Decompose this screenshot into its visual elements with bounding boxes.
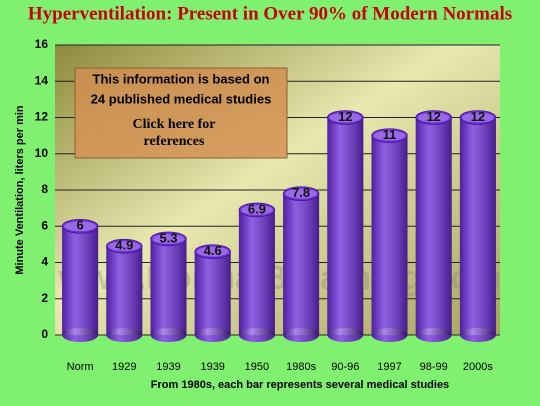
bar-top-highlight (285, 188, 318, 199)
bar-top-highlight (64, 221, 97, 232)
x-tick-label: 98-99 (420, 361, 448, 373)
annotation-text: 24 published medical studies (91, 91, 272, 106)
value-label: 12 (426, 109, 440, 124)
value-label: 4.9 (115, 238, 133, 253)
y-tick-label: 14 (35, 73, 49, 87)
bar-shade (106, 246, 143, 335)
x-tick-label: 1950 (245, 361, 269, 373)
chart-title: Hyperventilation: Present in Over 90% of… (28, 3, 512, 24)
bar-shade (62, 226, 99, 335)
annotation-text: This information is based on (93, 71, 270, 86)
bar-top (106, 238, 143, 254)
value-label: 6 (76, 218, 83, 233)
bar-base-shade (238, 328, 275, 342)
bar-top (61, 218, 99, 234)
bar-top (194, 244, 231, 259)
x-tick-label: 90-96 (331, 361, 359, 373)
references-link[interactable]: Click here for (133, 117, 216, 132)
bar-top-highlight (196, 246, 229, 257)
y-tick-label: 10 (35, 146, 49, 160)
x-tick-label: 2000s (463, 361, 493, 373)
bar-top (150, 231, 187, 247)
bar-shade (283, 193, 320, 335)
bar-base-shade (106, 328, 143, 342)
y-axis-label: Minute Ventilation, liters per min (14, 105, 26, 275)
x-tick-label: 1997 (377, 361, 401, 373)
bar-base-shade (327, 328, 364, 342)
bar-top (371, 128, 408, 143)
bar-shade (238, 209, 275, 335)
bar-top (326, 110, 364, 125)
y-tick-label: 8 (41, 182, 48, 196)
bar-top-highlight (240, 204, 273, 215)
x-tick-label: 1929 (112, 361, 136, 373)
bar-top-highlight (373, 130, 406, 141)
y-tick-label: 4 (41, 255, 48, 269)
x-tick-label: 1939 (156, 361, 180, 373)
bar-base-shade (62, 328, 99, 342)
x-tick-label: Norm (67, 361, 94, 373)
y-tick-label: 6 (41, 218, 48, 232)
value-label: 6.9 (248, 201, 266, 216)
bar-top (459, 110, 497, 125)
bar-base-shade (459, 328, 496, 342)
annotation-background[interactable] (74, 67, 288, 159)
bar-top (415, 110, 453, 125)
value-label: 11 (383, 127, 397, 142)
bar-shade (194, 251, 231, 335)
bar-top-highlight (461, 112, 494, 123)
bar-base-shade (283, 328, 320, 342)
bar-top (238, 202, 276, 218)
bar-top-highlight (152, 233, 185, 244)
bar-base-shade (371, 328, 408, 342)
bar-base-shade (194, 328, 231, 342)
bar-base-shade (150, 328, 187, 342)
references-link[interactable]: references (144, 134, 205, 149)
bar-top-highlight (329, 112, 362, 123)
x-axis-label: From 1980s, each bar represents several … (151, 379, 449, 391)
bar-top-highlight (417, 112, 450, 123)
bar-top (282, 186, 320, 201)
y-tick-label: 0 (41, 327, 48, 341)
bar-top-highlight (108, 241, 141, 252)
bar-shade (415, 117, 452, 335)
bar-shade (327, 117, 364, 335)
bar-shade (459, 117, 496, 335)
bar-shade (150, 238, 187, 335)
value-label: 12 (471, 109, 485, 124)
x-tick-label: 1939 (200, 361, 224, 373)
y-tick-label: 16 (35, 37, 49, 51)
value-label: 5.3 (159, 230, 177, 245)
bar-shade (371, 135, 408, 335)
value-label: 7.8 (292, 185, 310, 200)
value-label: 12 (338, 109, 352, 124)
x-tick-label: 1980s (286, 361, 316, 373)
bar-base-shade (415, 328, 452, 342)
y-tick-label: 12 (35, 110, 49, 124)
annotation-box[interactable]: This information is based on 24 publishe… (74, 67, 288, 159)
value-label: 4.6 (204, 243, 222, 258)
plot: 0 2 4 6 8 10 12 14 16 Norm 6 1929 4.9 1939 5.3 1939 4.6 1… (35, 37, 500, 373)
y-tick-label: 2 (41, 291, 48, 305)
